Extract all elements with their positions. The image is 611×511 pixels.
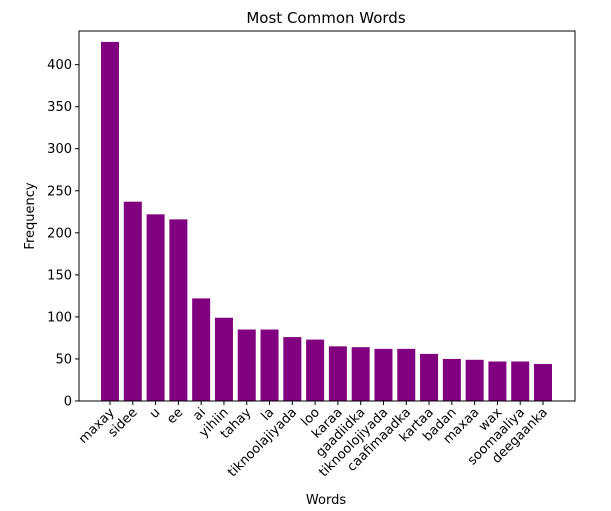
bar-gaadiidka bbox=[351, 347, 370, 401]
bar-badan bbox=[442, 358, 461, 401]
y-tick-label: 300 bbox=[47, 142, 72, 157]
bar-la bbox=[260, 329, 279, 401]
y-tick-label: 200 bbox=[47, 226, 72, 241]
bar-yihiin bbox=[214, 317, 233, 401]
bar-karaa bbox=[328, 346, 347, 401]
bar-tiknoolojiyada bbox=[374, 348, 393, 401]
bar-maxay bbox=[101, 41, 119, 402]
bar-u bbox=[146, 214, 165, 401]
bars-group bbox=[101, 41, 552, 402]
y-tick-label: 0 bbox=[64, 395, 72, 410]
plot-frame bbox=[78, 30, 576, 402]
bar-tahay bbox=[237, 329, 256, 401]
y-axis: 0 50 100 150 200 250 300 350 400 bbox=[47, 58, 79, 410]
y-tick-label: 100 bbox=[47, 310, 72, 325]
chart-title: Most Common Words bbox=[246, 9, 405, 27]
bar-maxaa bbox=[465, 359, 484, 401]
y-tick-label: 400 bbox=[47, 58, 72, 73]
bar-soomaaliya bbox=[511, 361, 530, 401]
y-axis-label: Frequency bbox=[23, 182, 38, 249]
bar-tiknoolajiyada bbox=[283, 337, 302, 401]
y-tick-label: 150 bbox=[47, 268, 72, 283]
bar-wax bbox=[488, 361, 507, 401]
bar-ee bbox=[169, 219, 188, 401]
bar-ai bbox=[192, 298, 211, 401]
bar-deegaanka bbox=[534, 364, 552, 401]
y-tick-label: 350 bbox=[47, 100, 72, 115]
x-tick-label: ee bbox=[164, 405, 186, 427]
bar-caafimaadka bbox=[397, 348, 416, 401]
x-tick-label: u bbox=[147, 405, 163, 421]
bar-kartaa bbox=[420, 353, 439, 401]
bar-sidee bbox=[123, 201, 142, 401]
x-axis-label: Words bbox=[306, 493, 346, 507]
bar-loo bbox=[306, 339, 325, 401]
y-tick-label: 50 bbox=[55, 352, 72, 367]
y-tick-label: 250 bbox=[47, 184, 72, 199]
